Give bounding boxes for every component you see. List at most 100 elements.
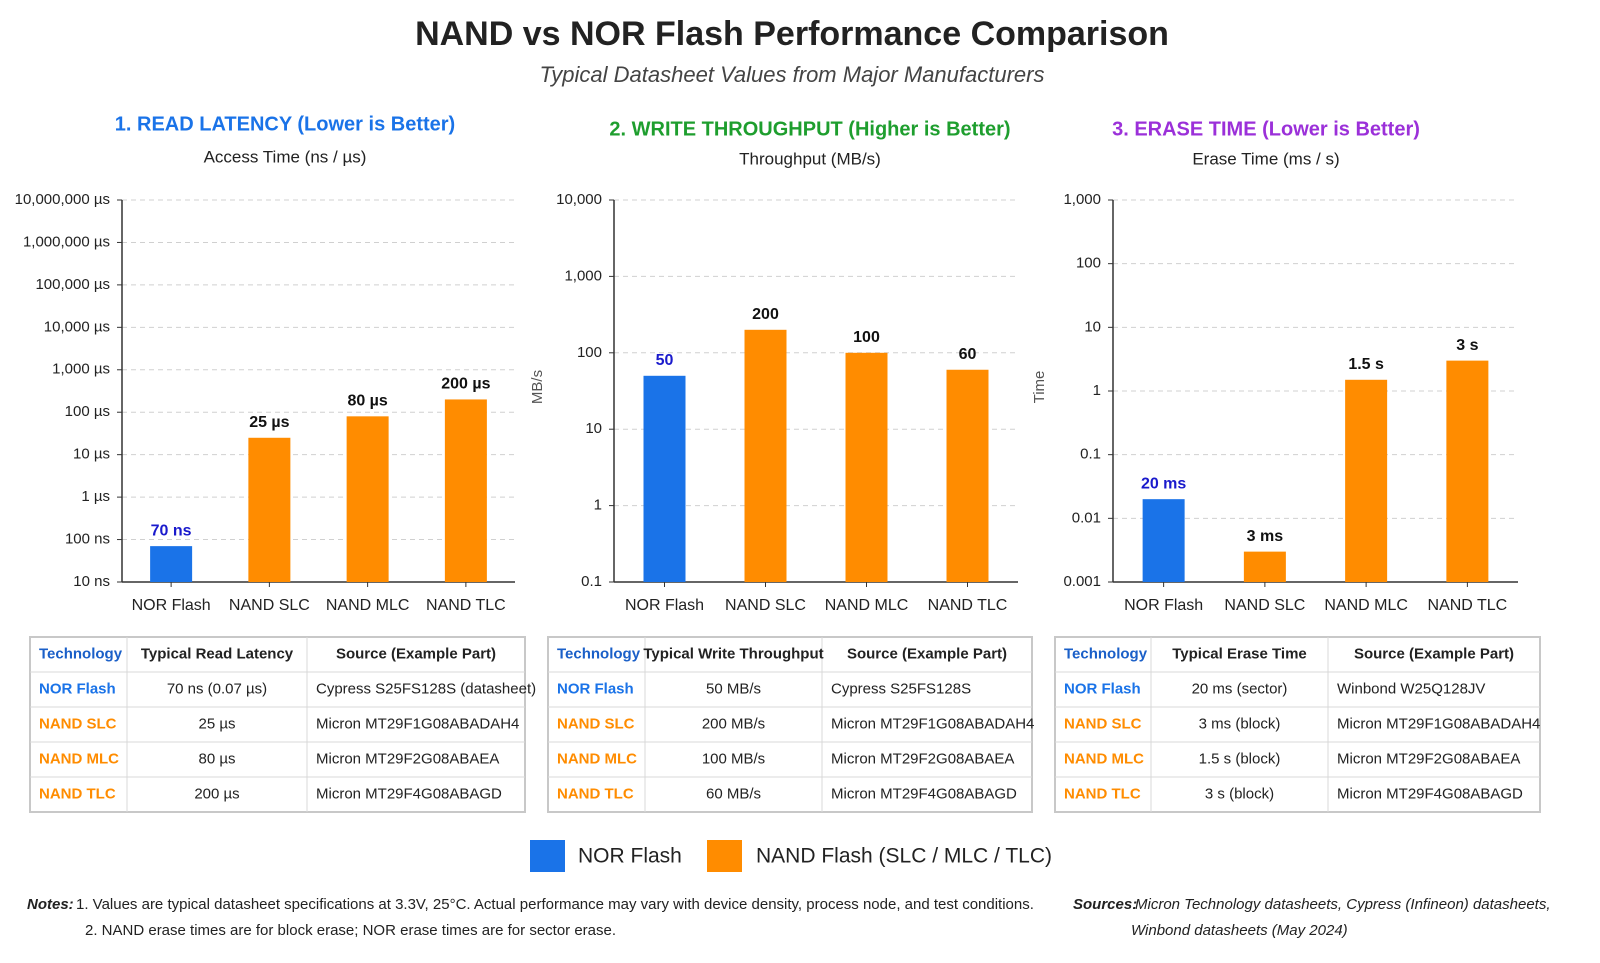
table-cell: NOR Flash	[557, 680, 634, 697]
table-cell: 100 MB/s	[702, 750, 765, 767]
x-tick-label: NAND SLC	[1224, 597, 1305, 614]
x-tick-label: NAND MLC	[326, 597, 410, 614]
x-tick-label: NOR Flash	[132, 597, 211, 614]
y-axis-label: MB/s	[529, 370, 546, 404]
table-header: Typical Read Latency	[141, 645, 294, 662]
bar	[744, 329, 787, 582]
table-cell: 70 ns (0.07 µs)	[167, 680, 267, 697]
table-header: Source (Example Part)	[847, 645, 1007, 662]
sources-label: Sources:	[1073, 896, 1137, 913]
y-tick-label: 10,000 µs	[44, 318, 110, 335]
chart-title: 1. READ LATENCY (Lower is Better)	[115, 113, 455, 135]
y-tick-label: 10	[585, 420, 602, 437]
table-cell: NOR Flash	[1064, 680, 1141, 697]
table-header: Source (Example Part)	[336, 645, 496, 662]
y-tick-label: 10 µs	[73, 446, 110, 463]
table-header: Typical Write Throughput	[643, 645, 823, 662]
y-tick-label: 100 µs	[65, 403, 110, 420]
table-cell: Micron MT29F4G08ABAGD	[1337, 785, 1523, 802]
legend-label: NAND Flash (SLC / MLC / TLC)	[756, 845, 1052, 868]
table-cell: NAND TLC	[39, 785, 116, 802]
table-cell: Micron MT29F2G08ABAEA	[831, 750, 1014, 767]
table-cell: NAND SLC	[1064, 715, 1142, 732]
y-tick-label: 1,000	[1063, 191, 1101, 208]
x-tick-label: NAND MLC	[825, 597, 909, 614]
table-cell: 1.5 s (block)	[1199, 750, 1281, 767]
table-cell: 60 MB/s	[706, 785, 761, 802]
table-cell: 200 µs	[194, 785, 239, 802]
sources-line: Winbond datasheets (May 2024)	[1131, 922, 1348, 939]
notes-label: Notes:	[27, 896, 74, 913]
chart-subtitle: Throughput (MB/s)	[739, 149, 881, 168]
table-cell: 20 ms (sector)	[1192, 680, 1288, 697]
table-cell: Micron MT29F2G08ABAEA	[1337, 750, 1520, 767]
value-label: 3 s	[1456, 337, 1478, 354]
value-label: 100	[853, 329, 880, 346]
value-label: 1.5 s	[1348, 356, 1384, 373]
legend-swatch	[707, 840, 742, 872]
table-frame	[547, 636, 1033, 813]
y-tick-label: 0.001	[1063, 573, 1101, 590]
y-tick-label: 100,000 µs	[35, 276, 110, 293]
table-cell: NAND TLC	[557, 785, 634, 802]
table-cell: NAND TLC	[1064, 785, 1141, 802]
value-label: 70 ns	[151, 522, 192, 539]
y-tick-label: 100	[577, 344, 602, 361]
table-cell: Cypress S25FS128S	[831, 680, 971, 697]
bar	[1446, 360, 1489, 582]
y-tick-label: 10 ns	[73, 573, 110, 590]
value-label: 200	[752, 306, 779, 323]
chart-title: 2. WRITE THROUGHPUT (Higher is Better)	[609, 118, 1010, 140]
y-tick-label: 0.1	[581, 573, 602, 590]
table-cell: Micron MT29F4G08ABAGD	[316, 785, 502, 802]
page-title: NAND vs NOR Flash Performance Comparison	[415, 15, 1169, 53]
table-cell: Micron MT29F1G08ABADAH4	[1337, 715, 1540, 732]
bar	[248, 437, 291, 582]
x-tick-label: NOR Flash	[1124, 597, 1203, 614]
page-subtitle: Typical Datasheet Values from Major Manu…	[540, 62, 1045, 87]
table-cell: 25 µs	[199, 715, 236, 732]
value-label: 80 µs	[347, 393, 387, 410]
bar	[946, 369, 989, 582]
chart-subtitle: Access Time (ns / µs)	[204, 147, 367, 166]
table-cell: 3 ms (block)	[1199, 715, 1281, 732]
table-cell: NAND MLC	[1064, 750, 1144, 767]
y-tick-label: 10	[1084, 318, 1101, 335]
legend-swatch	[530, 840, 565, 872]
x-tick-label: NOR Flash	[625, 597, 704, 614]
value-label: 3 ms	[1247, 528, 1284, 545]
table-cell: Micron MT29F2G08ABAEA	[316, 750, 499, 767]
x-tick-label: NAND TLC	[426, 597, 506, 614]
table-cell: NAND SLC	[557, 715, 635, 732]
bar	[444, 399, 487, 582]
chart-title: 3. ERASE TIME (Lower is Better)	[1112, 118, 1420, 140]
value-label: 50	[656, 352, 674, 369]
value-label: 20 ms	[1141, 475, 1186, 492]
table-frame	[1054, 636, 1541, 813]
table-cell: 50 MB/s	[706, 680, 761, 697]
table-cell: Micron MT29F1G08ABADAH4	[316, 715, 519, 732]
table-header: Source (Example Part)	[1354, 645, 1514, 662]
table-header: Technology	[557, 645, 641, 662]
bar	[643, 375, 686, 582]
table-cell: Micron MT29F4G08ABAGD	[831, 785, 1017, 802]
y-tick-label: 1,000 µs	[52, 361, 110, 378]
x-tick-label: NAND TLC	[1428, 597, 1508, 614]
table-cell: 200 MB/s	[702, 715, 765, 732]
table-cell: NAND MLC	[557, 750, 637, 767]
sources-line: Micron Technology datasheets, Cypress (I…	[1135, 896, 1551, 913]
bar	[1345, 379, 1388, 582]
table-cell: NOR Flash	[39, 680, 116, 697]
note-line: 2. NAND erase times are for block erase;…	[85, 922, 616, 939]
table-header: Typical Erase Time	[1172, 645, 1307, 662]
table-cell: NAND SLC	[39, 715, 117, 732]
table-cell: NAND MLC	[39, 750, 119, 767]
chart-subtitle: Erase Time (ms / s)	[1192, 149, 1339, 168]
y-axis-label: Time	[1031, 371, 1048, 404]
y-tick-label: 1	[594, 497, 602, 514]
bar	[1142, 499, 1185, 582]
y-tick-label: 10,000	[556, 191, 602, 208]
x-tick-label: NAND TLC	[928, 597, 1008, 614]
bar	[845, 352, 888, 582]
